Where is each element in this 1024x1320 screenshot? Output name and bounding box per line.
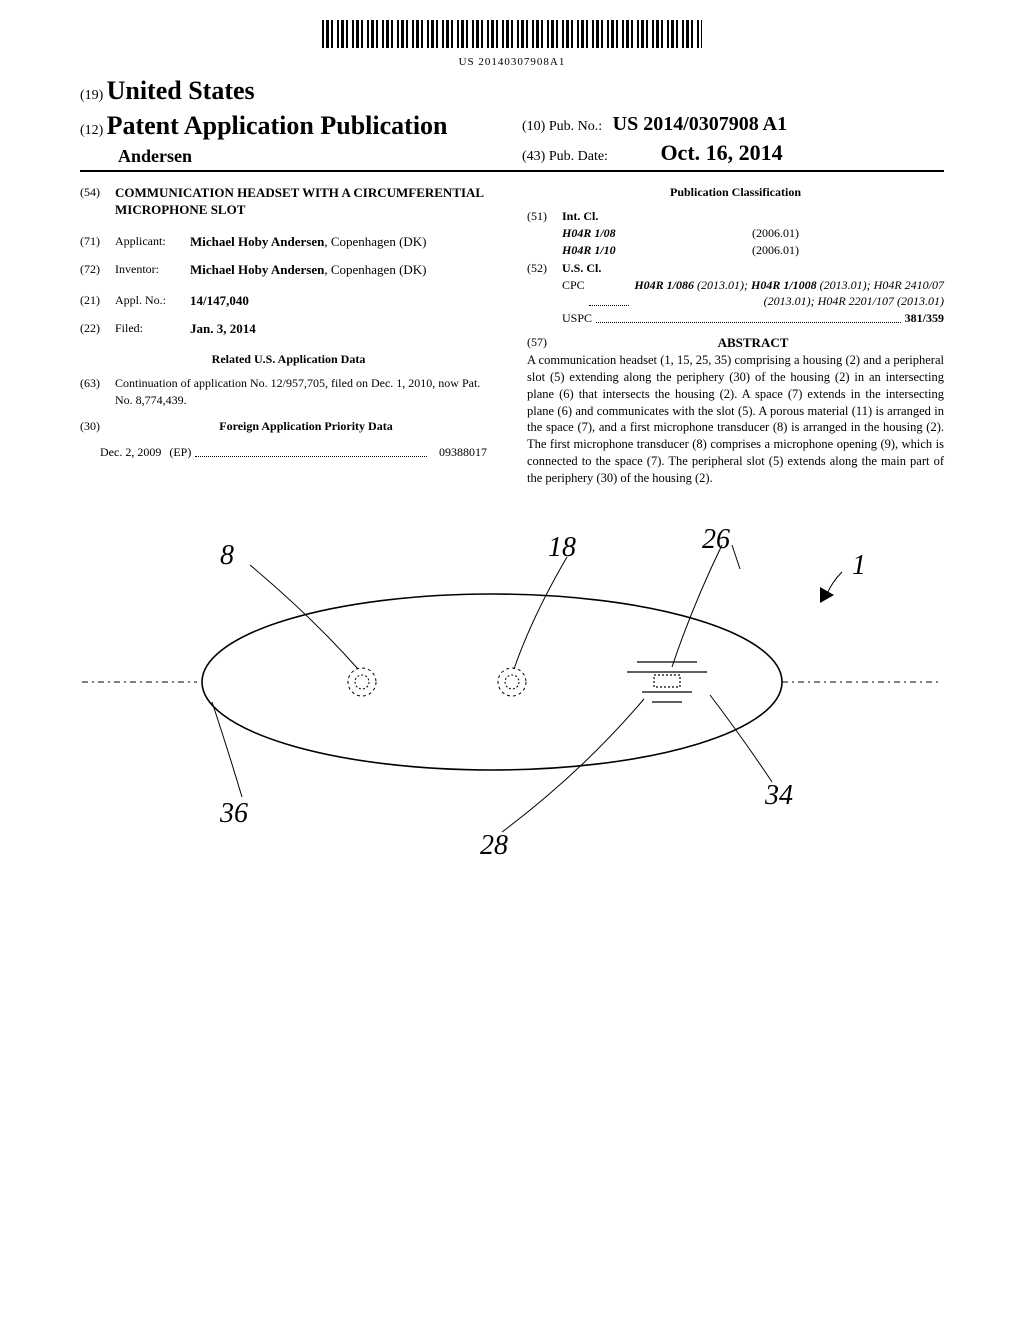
fig-label-36: 36 — [220, 795, 248, 833]
barcode-region: US 20140307908A1 — [80, 20, 944, 69]
uscl-label: U.S. Cl. — [562, 260, 601, 276]
priority-number: 09388017 — [439, 444, 487, 460]
filed-date: Jan. 3, 2014 — [190, 321, 256, 336]
priority-row: Dec. 2, 2009 (EP) 09388017 — [80, 444, 497, 460]
label-applno: Appl. No.: — [115, 292, 190, 310]
dotted-leader — [596, 310, 901, 323]
fig-label-18: 18 — [548, 529, 576, 567]
field-54: (54) COMMUNICATION HEADSET WITH A CIRCUM… — [80, 184, 497, 219]
priority-date: Dec. 2, 2009 — [100, 444, 161, 460]
inventor-name: Michael Hoby Andersen — [190, 262, 324, 277]
header-right: (10) Pub. No.: US 2014/0307908 A1 (43) P… — [502, 111, 944, 168]
barcode-graphic — [322, 20, 702, 48]
cpc-label: CPC — [562, 277, 585, 309]
field-63: (63) Continuation of application No. 12/… — [80, 375, 497, 407]
field-71: (71) Applicant: Michael Hoby Andersen, C… — [80, 233, 497, 251]
code-30: (30) — [80, 418, 115, 434]
publication-date: Oct. 16, 2014 — [660, 140, 782, 165]
inventor-value: Michael Hoby Andersen, Copenhagen (DK) — [190, 261, 497, 279]
code-52: (52) — [527, 260, 562, 276]
left-column: (54) COMMUNICATION HEADSET WITH A CIRCUM… — [80, 184, 497, 487]
fig-label-1: 1 — [852, 547, 866, 585]
figure-svg — [80, 527, 944, 867]
classification-heading: Publication Classification — [527, 184, 944, 200]
dotted-leader — [195, 456, 427, 457]
intcl-label: Int. Cl. — [562, 208, 598, 224]
field-30: (30) Foreign Application Priority Data — [80, 418, 497, 434]
applicant-value: Michael Hoby Andersen, Copenhagen (DK) — [190, 233, 497, 251]
applicant-name: Michael Hoby Andersen — [190, 234, 324, 249]
code-43: (43) — [522, 149, 545, 164]
fig-label-8: 8 — [220, 537, 234, 575]
code-10: (10) — [522, 119, 545, 134]
publication-type: Patent Application Publication — [107, 111, 448, 140]
code-12: (12) — [80, 123, 103, 138]
pubno-label: Pub. No.: — [549, 119, 602, 134]
code-72: (72) — [80, 261, 115, 279]
pubdate-label: Pub. Date: — [549, 149, 608, 164]
intcl-2-date: (2006.01) — [752, 242, 799, 258]
uspc-label: USPC — [562, 310, 592, 326]
right-column: Publication Classification (51) Int. Cl.… — [527, 184, 944, 487]
label-filed: Filed: — [115, 320, 190, 338]
priority-country: (EP) — [169, 444, 191, 460]
label-inventor: Inventor: — [115, 261, 190, 279]
continuation-text: Continuation of application No. 12/957,7… — [115, 375, 497, 407]
abstract-heading: ABSTRACT — [562, 334, 944, 352]
field-21: (21) Appl. No.: 14/147,040 — [80, 292, 497, 310]
code-51: (51) — [527, 208, 562, 224]
cpc-text: H04R 1/086 (2013.01); H04R 1/1008 (2013.… — [633, 277, 944, 309]
label-applicant: Applicant: — [115, 233, 190, 251]
fig-label-34: 34 — [765, 777, 793, 815]
uspc-value: 381/359 — [905, 310, 944, 326]
code-22: (22) — [80, 320, 115, 338]
intcl-1-date: (2006.01) — [752, 225, 799, 241]
related-heading: Related U.S. Application Data — [80, 351, 497, 367]
code-19: (19) — [80, 88, 103, 103]
classification-block: (51) Int. Cl. H04R 1/08 (2006.01) H04R 1… — [527, 208, 944, 326]
country: United States — [107, 76, 255, 105]
intcl-2: H04R 1/10 — [562, 242, 632, 258]
code-21: (21) — [80, 292, 115, 310]
code-71: (71) — [80, 233, 115, 251]
code-54: (54) — [80, 184, 115, 219]
biblio-columns: (54) COMMUNICATION HEADSET WITH A CIRCUM… — [80, 184, 944, 487]
code-57: (57) — [527, 334, 562, 352]
barcode-text: US 20140307908A1 — [80, 55, 944, 70]
field-72: (72) Inventor: Michael Hoby Andersen, Co… — [80, 261, 497, 279]
intcl-1: H04R 1/08 — [562, 225, 632, 241]
patent-figure: 8 18 26 1 36 28 34 — [80, 527, 944, 867]
application-number: 14/147,040 — [190, 293, 249, 308]
abstract-text: A communication headset (1, 15, 25, 35) … — [527, 352, 944, 487]
header: (19) United States (12) Patent Applicati… — [80, 73, 944, 171]
field-57: (57) ABSTRACT — [527, 334, 944, 352]
foreign-priority-heading: Foreign Application Priority Data — [115, 418, 497, 434]
dotted-leader — [589, 277, 629, 306]
applicant-loc: , Copenhagen (DK) — [324, 234, 426, 249]
header-left: (19) United States (12) Patent Applicati… — [80, 73, 502, 167]
field-22: (22) Filed: Jan. 3, 2014 — [80, 320, 497, 338]
fig-label-26: 26 — [702, 521, 730, 559]
inventor-loc: , Copenhagen (DK) — [324, 262, 426, 277]
invention-title: COMMUNICATION HEADSET WITH A CIRCUMFEREN… — [115, 184, 497, 219]
fig-label-28: 28 — [480, 827, 508, 865]
publication-number: US 2014/0307908 A1 — [613, 113, 787, 135]
author-name: Andersen — [80, 144, 502, 168]
code-63: (63) — [80, 375, 115, 407]
